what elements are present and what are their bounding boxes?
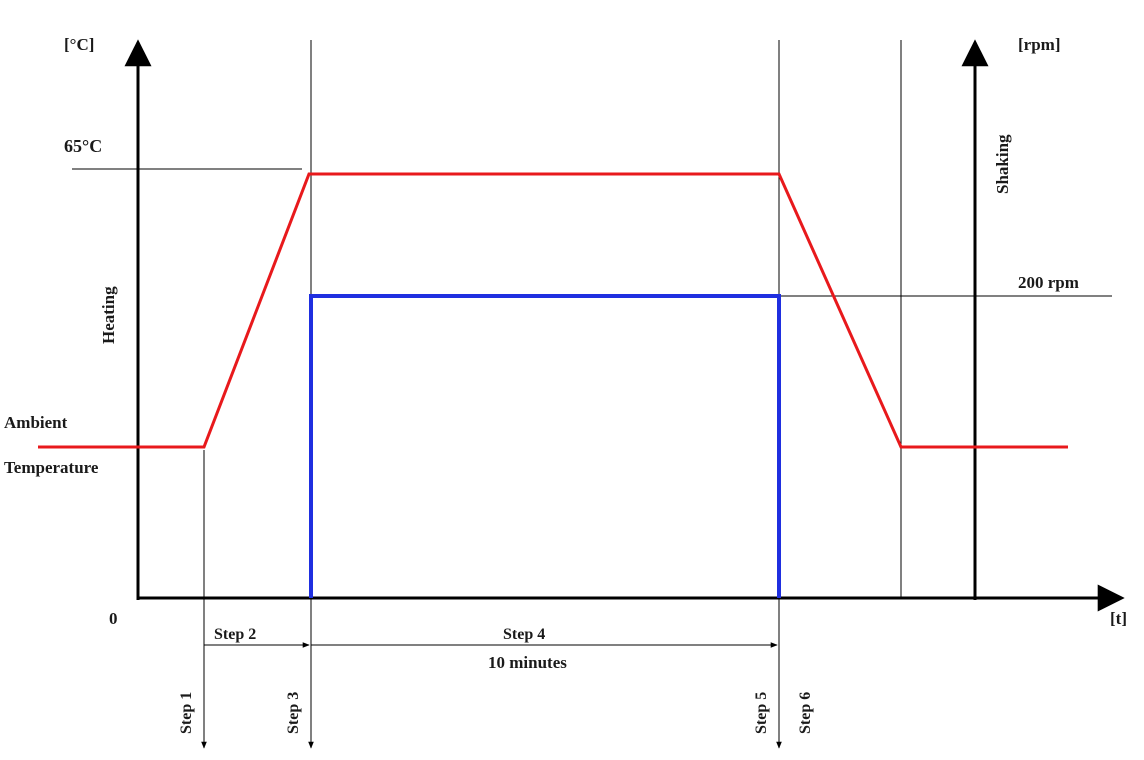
y-left-unit: [°C]: [64, 35, 94, 54]
x-unit: [t]: [1110, 609, 1127, 628]
origin-label: 0: [109, 609, 118, 628]
step3-label: Step 3: [285, 692, 302, 734]
temp-max-label: 65°C: [64, 136, 102, 156]
temperature-curve: [38, 172, 1068, 449]
ambient-label-line2: Temperature: [4, 458, 99, 477]
shaking-curve: [309, 294, 781, 598]
shaking-label: Shaking: [993, 134, 1012, 194]
step5-label: Step 5: [753, 692, 770, 734]
step2-label: Step 2: [214, 626, 256, 643]
step4-label: Step 4: [503, 626, 545, 643]
ambient-label-line1: Ambient: [4, 413, 68, 432]
step1-label: Step 1: [178, 692, 195, 734]
heating-label: Heating: [99, 286, 118, 344]
y-right-unit: [rpm]: [1018, 35, 1060, 54]
step4-duration: 10 minutes: [488, 653, 567, 672]
step6-label: Step 6: [797, 692, 814, 734]
rpm-max-label: 200 rpm: [1018, 273, 1079, 292]
